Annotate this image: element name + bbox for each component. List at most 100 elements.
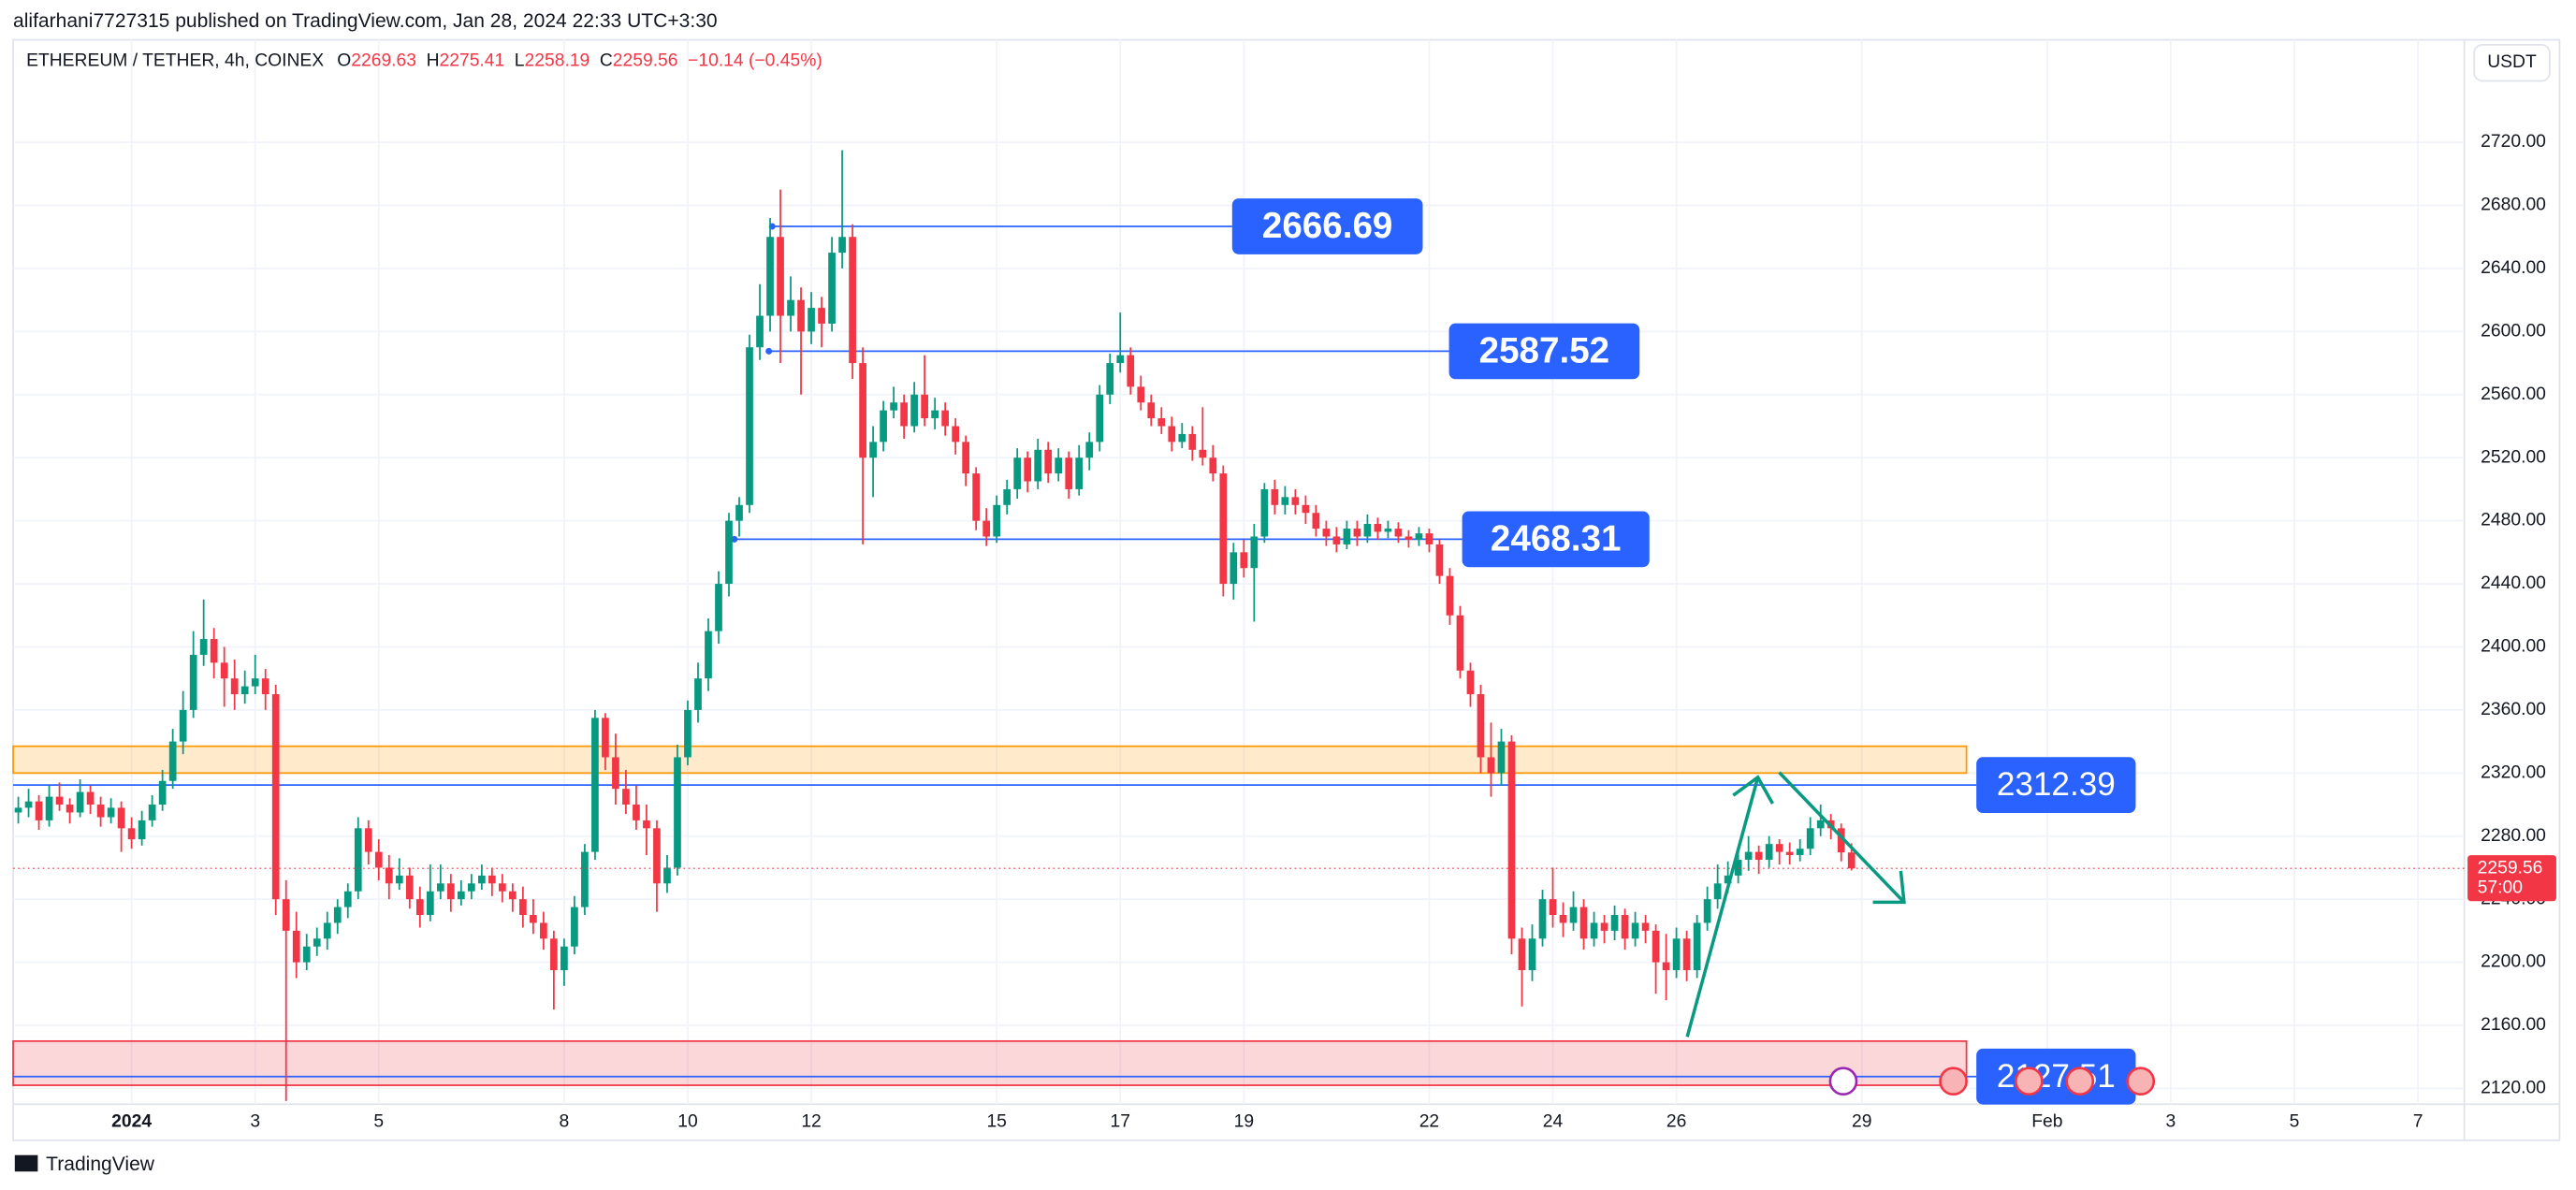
body [1600,922,1608,931]
symbol: ETHEREUM / TETHER, 4h, COINEX [26,51,324,70]
body [1302,504,1310,514]
body [1384,529,1392,532]
body [1127,355,1135,387]
o: 2269.63 [351,51,416,70]
body [519,899,527,916]
currency[interactable]: USDT [2487,52,2537,72]
body [705,631,712,679]
body [1682,938,1691,971]
body [457,891,465,900]
body [1765,844,1773,861]
body [612,757,619,790]
body [1250,536,1259,569]
body [14,807,22,813]
body [45,796,53,820]
brand: TradingView [14,1154,155,1175]
body [446,883,455,900]
body [653,828,661,884]
body [405,875,414,900]
level-box [1462,511,1650,568]
body [86,791,95,805]
event-icons [1828,1067,2156,1096]
body [1487,757,1495,774]
body [1034,449,1042,482]
body [1322,529,1331,537]
body [1466,670,1475,695]
body [1754,851,1763,861]
body [1631,922,1639,939]
body [530,915,537,923]
x-tick-label: 3 [250,1112,260,1132]
body [395,875,403,884]
body [189,654,197,710]
body [1610,915,1619,931]
arrow-up-head [1732,775,1774,805]
body [1528,938,1536,971]
body [374,851,383,868]
level-label: 2127.51 [1997,1058,2116,1095]
body [240,686,249,695]
x-tick-label: 8 [560,1112,570,1132]
body [1106,363,1114,395]
body [1404,536,1413,540]
body [1085,442,1094,458]
body [1847,852,1856,869]
body [313,938,321,947]
body [766,237,774,316]
event-icon [1939,1067,1968,1096]
body [220,662,228,679]
arrow-down-head [1872,870,1906,905]
body [1456,615,1464,671]
y-tick-label: 2640.00 [2481,258,2546,278]
body [1013,457,1022,489]
body [787,299,794,316]
body [96,805,105,818]
body [1425,533,1434,544]
level-anchor [765,347,773,355]
body [1703,899,1711,923]
body [323,922,331,939]
body [921,394,928,419]
body [838,237,846,254]
currency-button[interactable] [2473,43,2551,82]
body [560,946,568,971]
body [1538,899,1547,939]
body [1796,849,1804,855]
body [499,883,506,892]
body [168,741,177,781]
body [962,442,970,474]
body [282,899,290,931]
x-tick-label: 7 [2413,1112,2423,1132]
event-icon [2065,1067,2095,1096]
body [302,946,311,963]
body [643,820,650,829]
body [880,410,887,443]
body [1785,851,1794,855]
body [828,253,836,324]
body [251,678,259,687]
x-tick-label: 24 [1543,1112,1564,1132]
c: 2259.56 [613,51,678,70]
body [292,930,300,963]
body [385,867,393,884]
body [1518,938,1526,971]
body [1188,433,1197,450]
body [1507,741,1516,939]
change: −10.14 (−0.45%) [688,51,822,70]
body [602,718,609,758]
level-label: 2666.69 [1262,206,1393,246]
body [477,875,486,884]
countdown: 57:00 [2478,878,2523,897]
level-box [1976,1048,2136,1105]
level-box [1448,323,1640,380]
body [1693,922,1701,971]
y-tick-label: 2680.00 [2481,196,2546,215]
y-tick-label: 2200.00 [2481,952,2546,972]
body [1621,915,1629,939]
x-tick-label: 12 [801,1112,821,1132]
y-tick-label: 2480.00 [2481,511,2546,530]
body [674,757,681,868]
body [1199,449,1207,458]
brand-text: TradingView [46,1154,155,1175]
body [1240,552,1248,569]
